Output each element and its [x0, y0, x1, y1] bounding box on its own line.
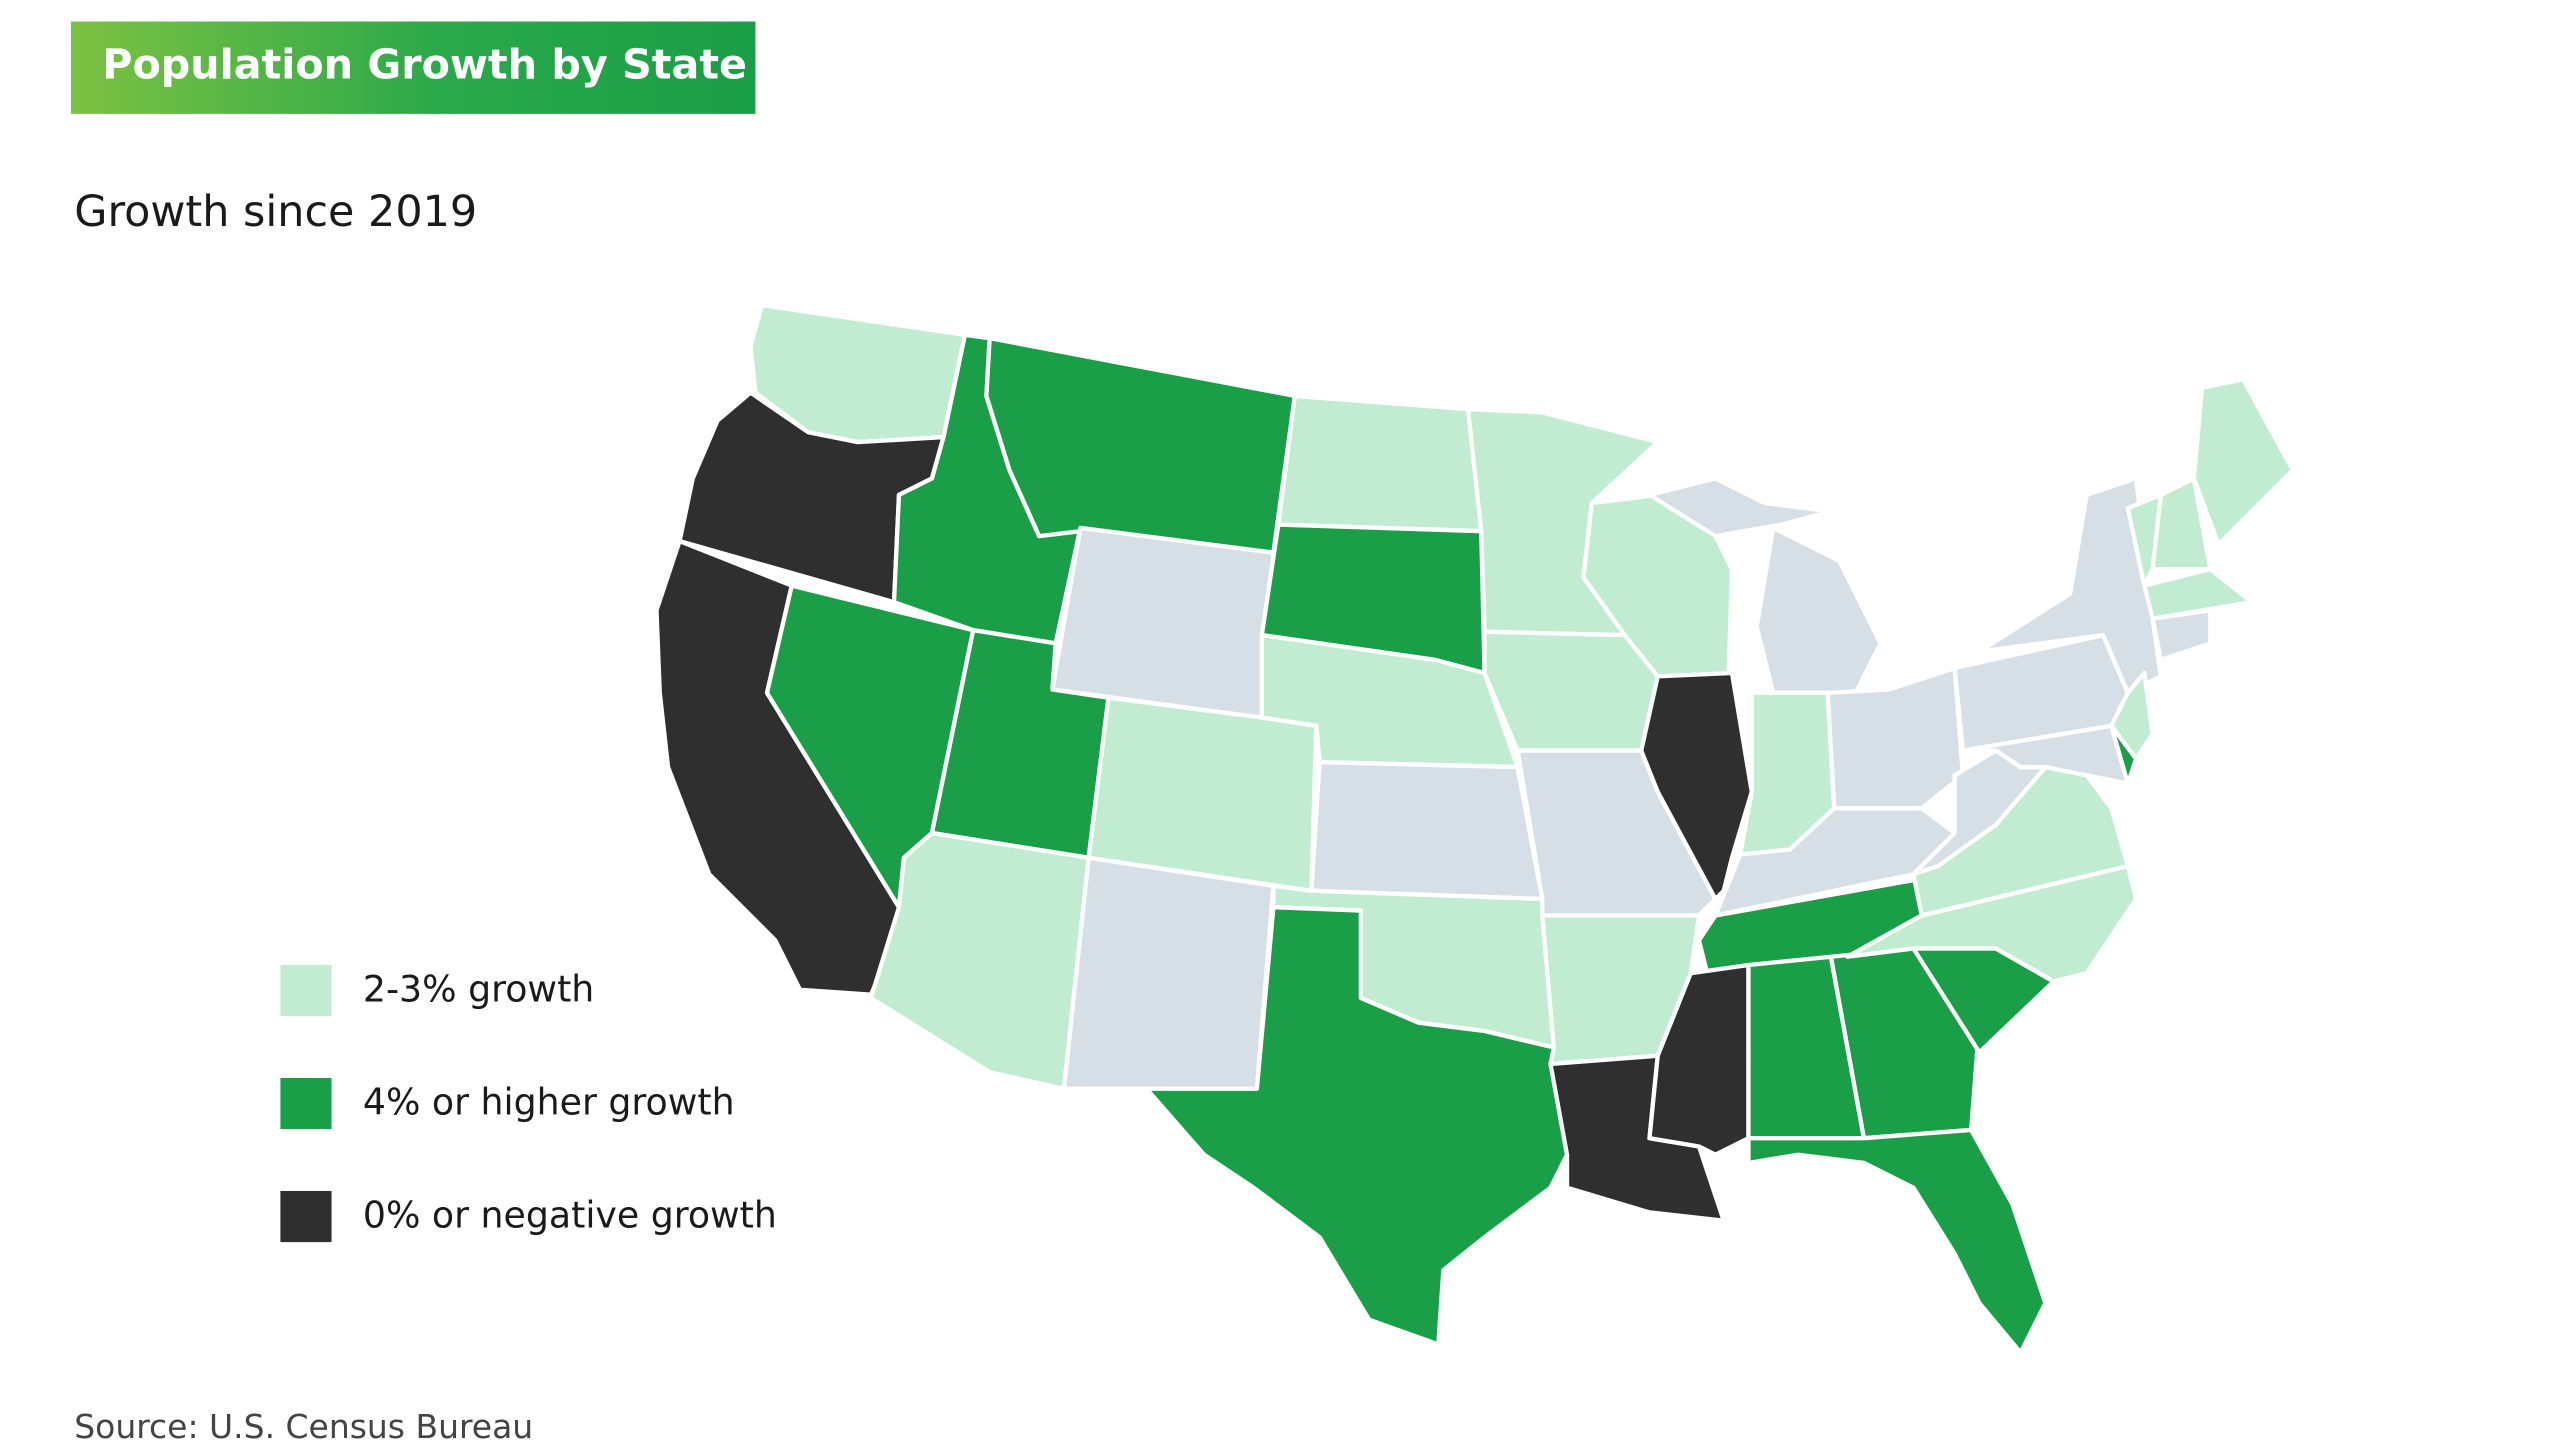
state	[1061, 855, 1276, 1091]
source: Source: U.S. Census Bureau	[74, 1407, 533, 1446]
state	[1309, 759, 1545, 902]
state	[2109, 723, 2139, 786]
state	[1754, 525, 1883, 695]
legend: 2-3% growth 4% or higher growth 0% or nega…	[280, 965, 777, 1243]
state	[1086, 695, 1319, 893]
state	[1647, 476, 1834, 539]
map	[654, 303, 2295, 1355]
legend-label: 0% or negative growth	[363, 1193, 777, 1236]
title-banner	[70, 21, 756, 114]
subtitle: Growth since 2019	[74, 187, 477, 237]
state	[2191, 377, 2295, 547]
state	[2150, 608, 2213, 662]
state	[1746, 1127, 2048, 1355]
legend-swatch	[280, 1077, 332, 1130]
state	[2142, 566, 2254, 621]
state	[868, 830, 1091, 1091]
legend-label: 2-3% growth	[363, 967, 594, 1010]
legend-swatch	[280, 1190, 332, 1243]
legend-label: 4% or higher growth	[363, 1080, 735, 1123]
state	[1845, 863, 2139, 984]
state	[1144, 905, 1570, 1347]
state	[1482, 629, 1660, 753]
legend-swatch	[280, 965, 332, 1017]
state	[1050, 525, 1276, 720]
state	[1276, 393, 1484, 534]
title: Population Growth by State	[102, 41, 747, 89]
state	[984, 336, 1297, 555]
